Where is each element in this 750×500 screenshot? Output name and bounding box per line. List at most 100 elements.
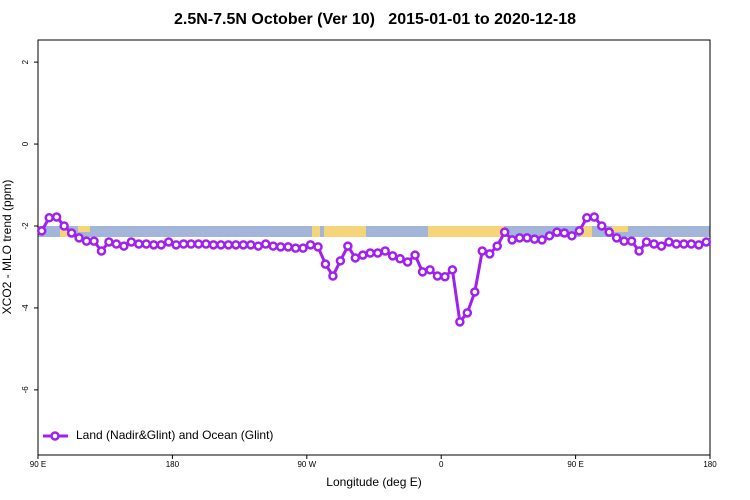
data-point	[335, 256, 346, 266]
plot-frame	[37, 39, 711, 456]
data-point	[432, 271, 443, 281]
data-point	[529, 234, 540, 244]
data-point	[156, 240, 166, 250]
data-point	[358, 250, 368, 260]
data-point	[477, 246, 488, 256]
data-point	[81, 236, 92, 246]
data-point	[253, 241, 264, 251]
data-point	[96, 246, 107, 256]
x-tick-label: 180	[166, 460, 180, 469]
data-point	[36, 226, 47, 236]
data-point	[260, 239, 271, 249]
data-point	[552, 227, 562, 237]
land-patch	[324, 226, 366, 237]
x-tick-label: 0	[439, 460, 444, 469]
data-point	[290, 243, 301, 253]
legend-marker	[50, 431, 60, 441]
data-point	[343, 241, 353, 251]
data-point	[417, 267, 428, 277]
data-point	[462, 308, 473, 318]
data-point	[455, 317, 465, 327]
land-patch	[612, 226, 628, 232]
data-point	[395, 254, 405, 264]
data-point	[514, 233, 525, 243]
data-point	[604, 227, 614, 237]
y-tick-label: -4	[21, 304, 30, 312]
land-patch	[580, 226, 592, 237]
data-point	[208, 240, 219, 250]
y-tick-label: -6	[21, 386, 30, 394]
data-point	[671, 239, 682, 249]
data-point	[559, 228, 570, 238]
data-point	[387, 251, 398, 261]
land-ocean-strip	[38, 226, 710, 237]
y-tick-label: 2	[21, 59, 30, 64]
data-point	[372, 248, 383, 258]
data-point	[686, 239, 697, 249]
data-point	[425, 265, 435, 275]
data-point	[51, 212, 62, 222]
data-point	[305, 240, 316, 250]
data-point	[694, 240, 704, 250]
y-axis-label: XCO2 - MLO trend (ppm)	[0, 180, 14, 315]
data-point	[596, 221, 607, 231]
y-tick-label: 0	[21, 141, 30, 146]
data-point	[223, 240, 234, 250]
data-point	[470, 287, 480, 297]
data-point	[492, 241, 502, 251]
chart-title: 2.5N-7.5N October (Ver 10) 2015-01-01 to…	[174, 11, 576, 28]
data-point	[59, 221, 69, 231]
data-point	[66, 228, 77, 238]
data-point	[246, 240, 256, 250]
data-point	[499, 227, 510, 237]
data-point	[141, 239, 152, 249]
data-point	[544, 231, 555, 241]
data-point	[619, 236, 629, 246]
data-point	[163, 237, 174, 247]
data-point	[410, 250, 420, 260]
land-patch	[60, 226, 68, 237]
data-point	[664, 237, 674, 247]
data-point	[350, 253, 361, 263]
data-point	[186, 239, 196, 249]
data-point	[148, 240, 159, 250]
data-point	[507, 235, 517, 245]
legend-label: Land (Nadir&Glint) and Ocean (Glint)	[76, 428, 273, 442]
data-point	[104, 237, 114, 247]
data-point	[537, 235, 547, 245]
x-tick-label: 90 E	[567, 460, 583, 469]
data-point	[641, 237, 652, 247]
data-point	[328, 271, 338, 281]
data-point	[201, 239, 211, 249]
data-point	[679, 239, 689, 249]
data-point	[134, 239, 144, 249]
data-point	[44, 213, 54, 223]
data-point	[582, 213, 592, 223]
data-point	[447, 265, 458, 275]
x-axis-label: Longitude (deg E)	[326, 475, 421, 489]
x-tick-label: 90 W	[297, 460, 316, 469]
data-point	[126, 237, 137, 247]
data-point	[634, 246, 644, 256]
data-point	[649, 239, 659, 249]
data-point	[178, 239, 189, 249]
data-point	[440, 272, 450, 282]
data-point	[298, 243, 308, 253]
data-point	[611, 233, 622, 243]
data-point	[238, 240, 249, 250]
data-point	[626, 236, 637, 246]
data-point	[268, 241, 278, 251]
x-tick-label: 180	[703, 460, 717, 469]
data-point	[701, 237, 712, 247]
data-point	[111, 239, 122, 249]
data-point	[313, 242, 323, 252]
data-point	[89, 236, 99, 246]
y-tick-label: -2	[21, 222, 30, 230]
data-point	[402, 257, 413, 267]
land-patch	[428, 226, 504, 237]
data-point	[74, 233, 84, 243]
ocean-band	[38, 226, 710, 237]
data-point	[574, 226, 585, 236]
data-point	[365, 248, 376, 258]
